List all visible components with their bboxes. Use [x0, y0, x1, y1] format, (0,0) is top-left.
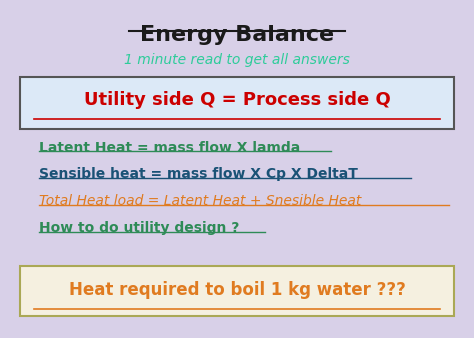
Text: Latent Heat = mass flow X lamda: Latent Heat = mass flow X lamda — [39, 141, 301, 154]
Text: How to do utility design ?: How to do utility design ? — [39, 221, 239, 235]
Text: Heat required to boil 1 kg water ???: Heat required to boil 1 kg water ??? — [69, 281, 405, 299]
FancyBboxPatch shape — [20, 266, 454, 316]
Text: 1 minute read to get all answers: 1 minute read to get all answers — [124, 53, 350, 67]
Text: Utility side Q = Process side Q: Utility side Q = Process side Q — [83, 91, 391, 109]
FancyBboxPatch shape — [20, 77, 454, 129]
Text: Total Heat load = Latent Heat + Snesible Heat: Total Heat load = Latent Heat + Snesible… — [39, 194, 362, 208]
Text: Energy Balance: Energy Balance — [140, 25, 334, 45]
Text: Sensible heat = mass flow X Cp X DeltaT: Sensible heat = mass flow X Cp X DeltaT — [39, 167, 358, 181]
